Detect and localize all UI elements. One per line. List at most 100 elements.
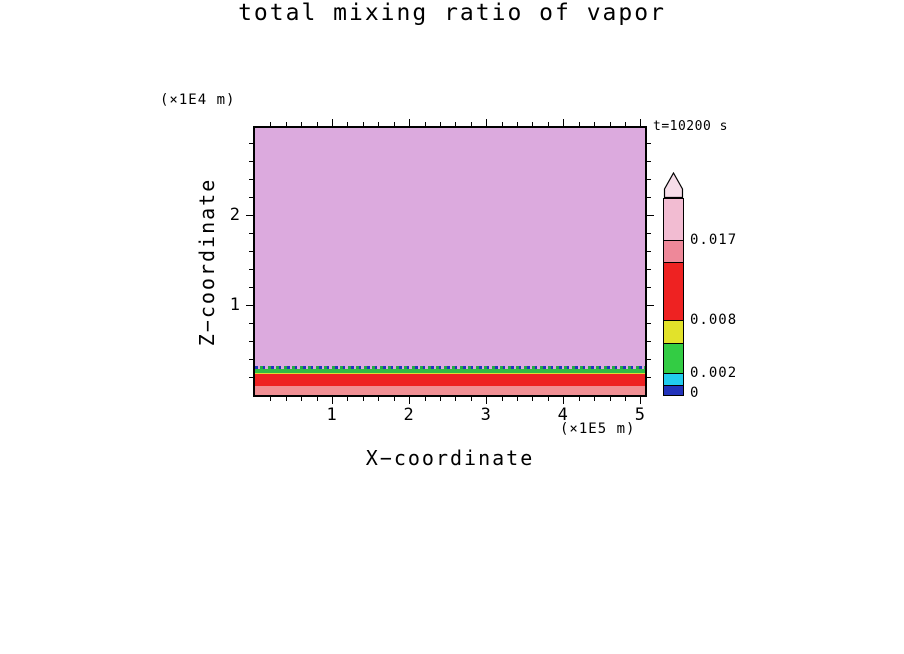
tick-mark: [647, 161, 651, 163]
tick-mark: [647, 269, 651, 271]
tick-mark: [647, 143, 651, 145]
tick-mark: [455, 397, 457, 401]
tick-mark: [594, 122, 596, 126]
tick-mark: [547, 397, 549, 401]
plot-area: 1 2 3 4 5 1 2: [230, 119, 654, 425]
time-label: t=10200 s: [653, 119, 728, 134]
x-tick-label: 5: [634, 405, 646, 425]
y-axis-label: Z−coordinate: [195, 177, 219, 347]
tick-mark: [547, 122, 549, 126]
tick-mark: [624, 397, 626, 401]
tick-mark: [647, 323, 651, 325]
tick-mark: [362, 397, 364, 401]
tick-mark: [532, 122, 534, 126]
tick-mark: [249, 143, 253, 145]
tick-mark: [439, 122, 441, 126]
tick-mark: [563, 397, 565, 404]
tick-mark: [316, 122, 318, 126]
colorbar-segment: [664, 373, 683, 385]
tick-mark: [246, 215, 253, 217]
tick-mark: [647, 287, 651, 289]
tick-mark: [563, 119, 565, 126]
tick-mark: [532, 397, 534, 401]
tick-mark: [486, 119, 488, 126]
colorbar-arrow-shape: [663, 171, 684, 199]
colorbar-segments: [663, 198, 684, 396]
tick-mark: [640, 397, 642, 404]
colorbar-label: 0: [690, 385, 700, 401]
tick-mark: [301, 122, 303, 126]
colorbar-segment: [664, 240, 683, 262]
tick-mark: [470, 122, 472, 126]
tick-mark: [424, 397, 426, 401]
tick-mark: [301, 397, 303, 401]
tick-mark: [316, 397, 318, 401]
tick-mark: [332, 397, 334, 404]
tick-mark: [647, 197, 651, 199]
x-tick-label: 2: [403, 405, 415, 425]
tick-mark: [270, 122, 272, 126]
z-tick-label: 1: [229, 295, 241, 316]
colorbar-segment: [664, 199, 683, 240]
tick-mark: [647, 377, 651, 379]
tick-mark: [624, 122, 626, 126]
tick-mark: [249, 269, 253, 271]
tick-mark: [501, 397, 503, 401]
tick-mark: [647, 215, 654, 217]
tick-mark: [378, 397, 380, 401]
tick-mark: [270, 397, 272, 401]
tick-mark: [439, 397, 441, 401]
tick-mark: [249, 287, 253, 289]
tick-mark: [409, 119, 411, 126]
x-tick-label: 4: [557, 405, 569, 425]
field-layer-red-layer: [255, 374, 645, 387]
tick-mark: [647, 233, 651, 235]
field-layer-upper-region: [255, 128, 645, 367]
tick-mark: [517, 397, 519, 401]
tick-mark: [409, 397, 411, 404]
tick-mark: [609, 122, 611, 126]
tick-mark: [501, 122, 503, 126]
tick-mark: [647, 341, 651, 343]
tick-mark: [594, 397, 596, 401]
tick-mark: [246, 305, 253, 307]
field-layer-yellow-layer: [255, 372, 645, 375]
field-layer-surface-salmon-layer: [255, 386, 645, 395]
colorbar-segment: [664, 385, 683, 395]
z-tick-label: 2: [229, 205, 241, 226]
colorbar-segment: [664, 343, 683, 373]
tick-mark: [517, 122, 519, 126]
tick-mark: [647, 359, 651, 361]
tick-mark: [647, 305, 654, 307]
chart-title: total mixing ratio of vapor: [238, 0, 666, 26]
x-axis-label: X−coordinate: [365, 446, 535, 470]
tick-mark: [347, 122, 349, 126]
tick-mark: [647, 251, 651, 253]
tick-mark: [249, 377, 253, 379]
tick-mark: [347, 397, 349, 401]
tick-mark: [486, 397, 488, 404]
tick-mark: [393, 397, 395, 401]
tick-mark: [285, 122, 287, 126]
tick-mark: [249, 179, 253, 181]
tick-mark: [578, 122, 580, 126]
tick-mark: [362, 122, 364, 126]
tick-mark: [424, 122, 426, 126]
colorbar-arrow-icon: [663, 171, 684, 199]
z-axis-unit: (×1E4 m): [160, 92, 236, 108]
x-tick-label: 3: [480, 405, 492, 425]
field-layer-green-layer: [255, 368, 645, 373]
x-axis-unit: (×1E5 m): [560, 421, 636, 437]
tick-mark: [393, 122, 395, 126]
field-layer-speckled-boundary: [255, 366, 645, 369]
tick-mark: [378, 122, 380, 126]
tick-mark: [249, 323, 253, 325]
tick-mark: [249, 161, 253, 163]
tick-mark: [249, 197, 253, 199]
colorbar-label: 0.017: [690, 232, 738, 248]
tick-mark: [455, 122, 457, 126]
colorbar-label: 0.008: [690, 312, 738, 328]
colorbar-label: 0.002: [690, 365, 738, 381]
tick-mark: [640, 119, 642, 126]
